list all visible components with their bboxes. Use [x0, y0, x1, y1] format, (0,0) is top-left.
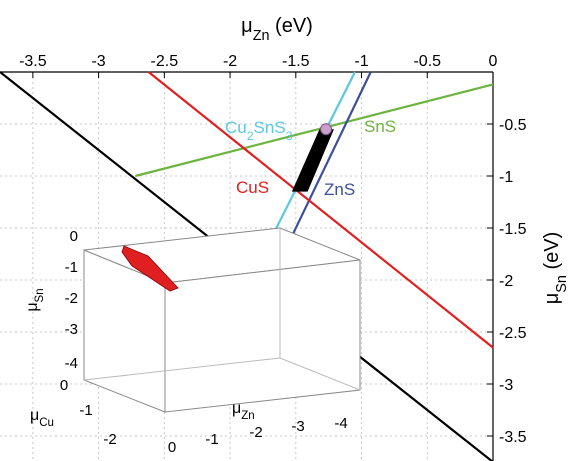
inset-cu-tick: -1: [79, 402, 92, 419]
inset-zn-title: μZn: [232, 400, 255, 422]
y-tick-label: -1: [499, 169, 513, 186]
series-line-cus: [147, 71, 494, 349]
stable-region: [291, 129, 334, 192]
inset-zn-tick: 0: [168, 439, 176, 456]
x-tick-label: -3: [91, 53, 105, 70]
inset-sn-tick: -4: [65, 355, 78, 372]
inset-cu-tick: 0: [60, 377, 68, 394]
series-label-cu2sns3: Cu2SnS3: [225, 118, 293, 143]
inset-cu-tick: -2: [103, 431, 116, 448]
inset-sn-tick: -1: [65, 259, 78, 276]
inset-cu-title: μCu: [30, 407, 54, 429]
x-axis-title: μZn (eV): [241, 15, 313, 44]
x-tick-label: -0.5: [413, 53, 441, 70]
series-label-sns: SnS: [364, 117, 396, 136]
y-tick-label: -1.5: [499, 221, 527, 238]
series-label-cus: CuS: [236, 178, 269, 197]
inset-sn-title: μSn: [24, 288, 46, 311]
series-line-zns: [290, 71, 372, 237]
y-tick-label: -2: [499, 273, 513, 290]
y-tick-label: -3.5: [499, 429, 527, 446]
inset-zn-tick: -2: [249, 424, 262, 441]
y-axis-title: μSn (eV): [541, 232, 569, 304]
x-tick-label: -2.5: [151, 53, 179, 70]
inset-3d-plot: 0 -1 -2 -3 -4 μSn 0 -1 -2 μCu 0 -1 -2 -3 -4 μZn: [24, 227, 361, 456]
series-line-sns: [135, 83, 494, 178]
inset-sn-tick: -2: [65, 290, 78, 307]
y-tick-label: -3: [499, 377, 513, 394]
x-tick-label: 0: [489, 53, 498, 70]
x-tick-label: -3.5: [19, 53, 47, 70]
inset-zn-tick: -4: [334, 415, 347, 432]
y-tick-label: -2.5: [499, 325, 527, 342]
inset-sn-tick: -3: [65, 321, 78, 338]
inset-back-edge: [83, 357, 281, 381]
inset-region: [121, 245, 179, 292]
y-tick-label: -0.5: [499, 117, 527, 134]
inset-back-edge: [279, 357, 361, 391]
x-tick-label: -1: [354, 53, 368, 70]
inset-zn-tick: -3: [291, 418, 304, 435]
marker-point: [320, 123, 333, 136]
x-tick-label: -1.5: [282, 53, 310, 70]
inset-zn-tick: -1: [205, 431, 218, 448]
inset-sn-tick: 0: [70, 228, 78, 245]
series-label-zns: ZnS: [324, 180, 355, 199]
inset-face-front: [164, 259, 361, 413]
x-tick-label: -2: [223, 53, 237, 70]
